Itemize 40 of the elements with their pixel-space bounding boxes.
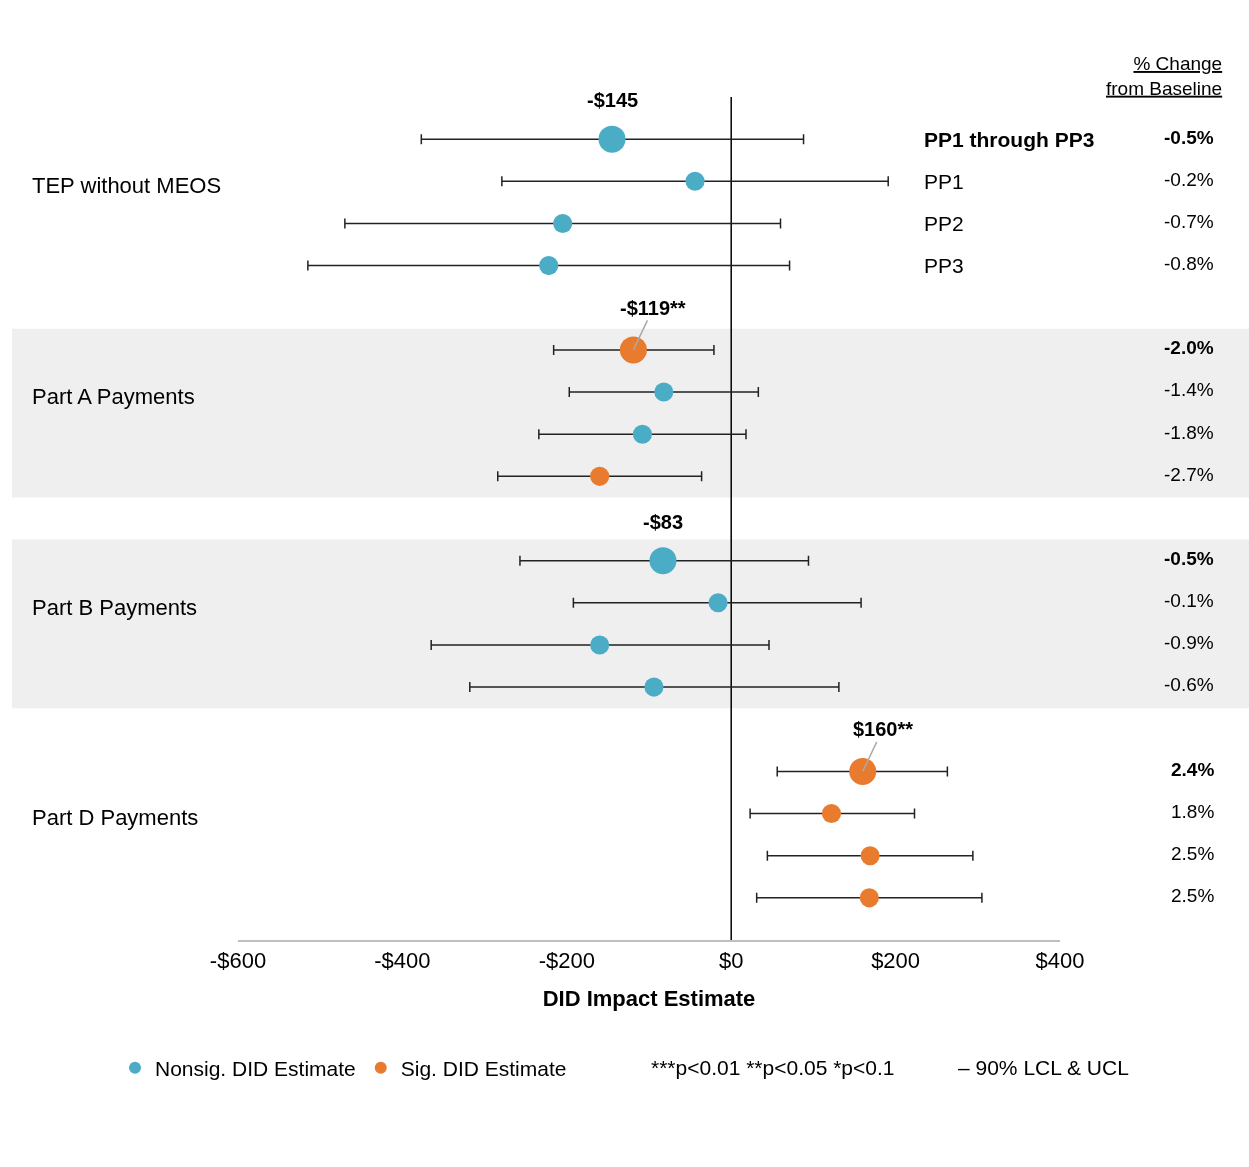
data-label: $160** — [853, 718, 914, 740]
y2-tick-label: -2.0% — [1164, 337, 1214, 358]
x-tick-label: $400 — [1035, 948, 1085, 974]
data-label: -$119** — [620, 297, 686, 319]
x-tick-label: -$600 — [209, 948, 267, 974]
legend-label: Nonsig. DID Estimate — [155, 1056, 356, 1080]
y2-tick-label: 1.8% — [1171, 801, 1215, 822]
y2-tick-label: -1.4% — [1164, 379, 1214, 400]
y2-tick-label: -0.9% — [1164, 632, 1214, 653]
y-tick-label: PP1 — [924, 170, 964, 193]
y2-tick-label: -0.5% — [1164, 548, 1214, 569]
y2-tick-label: -0.5% — [1164, 127, 1214, 148]
x-tick-label: -$200 — [538, 948, 595, 974]
y2-tick-label: -1.8% — [1164, 422, 1214, 443]
y2-tick-label: 2.5% — [1171, 885, 1215, 906]
data-label: -$83 — [643, 511, 684, 533]
x-tick-label: $200 — [871, 948, 921, 974]
y-tick-label: PP3 — [924, 254, 964, 277]
y-tick-label: PP2 — [924, 212, 964, 235]
x-axis-title: DID Impact Estimate — [542, 985, 756, 1011]
text: TEP without MEOS — [32, 173, 222, 198]
y-tick-label: PP1 through PP3 — [924, 128, 1095, 151]
y2-tick-label: -0.6% — [1164, 674, 1214, 695]
text: % Change from Baseline — [1106, 53, 1223, 99]
text: Part B Payments — [32, 595, 198, 620]
text: – 90% LCL & UCL — [958, 1056, 1129, 1079]
y2-tick-label: -0.8% — [1164, 253, 1214, 274]
y2-tick-label: 2.5% — [1171, 843, 1215, 864]
text: Part D Payments — [32, 805, 199, 830]
y2-tick-label: -0.2% — [1164, 169, 1214, 190]
x-tick-label: -$400 — [374, 948, 431, 974]
legend-label: Sig. DID Estimate — [400, 1056, 567, 1080]
y2-tick-label: -2.7% — [1164, 464, 1214, 485]
y2-tick-label: -0.1% — [1164, 590, 1214, 611]
text: ***p<0.01 **p<0.05 *p<0.1 — [651, 1056, 895, 1079]
text: Part A Payments — [32, 384, 195, 409]
x-tick-label: $0 — [718, 948, 744, 974]
y2-tick-label: -0.7% — [1164, 211, 1214, 232]
data-label: -$145 — [587, 89, 639, 111]
y2-tick-label: 2.4% — [1171, 759, 1215, 780]
